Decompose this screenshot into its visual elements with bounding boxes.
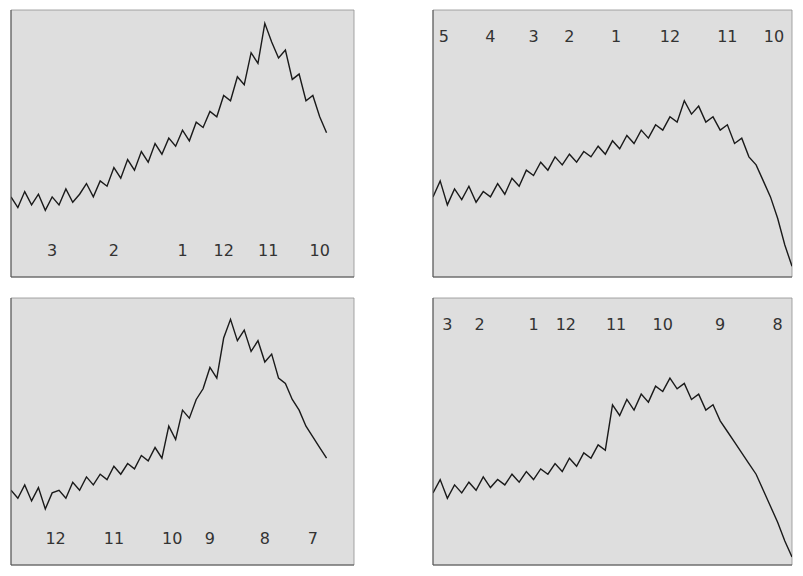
svg-text:8: 8 xyxy=(773,315,783,334)
svg-text:3: 3 xyxy=(442,315,452,334)
svg-text:1: 1 xyxy=(177,241,187,260)
svg-text:10: 10 xyxy=(310,241,330,260)
svg-text:11: 11 xyxy=(258,241,278,260)
svg-text:2: 2 xyxy=(109,241,119,260)
svg-text:4: 4 xyxy=(485,27,495,46)
svg-text:3: 3 xyxy=(528,27,538,46)
svg-text:12: 12 xyxy=(660,27,680,46)
svg-text:3: 3 xyxy=(47,241,57,260)
svg-text:12: 12 xyxy=(556,315,576,334)
svg-text:12: 12 xyxy=(213,241,233,260)
svg-text:9: 9 xyxy=(715,315,725,334)
svg-text:2: 2 xyxy=(475,315,485,334)
svg-text:8: 8 xyxy=(260,529,270,548)
svg-text:7: 7 xyxy=(308,529,318,548)
svg-text:11: 11 xyxy=(104,529,124,548)
svg-text:1: 1 xyxy=(528,315,538,334)
svg-text:10: 10 xyxy=(162,529,182,548)
svg-text:1: 1 xyxy=(611,27,621,46)
svg-text:5: 5 xyxy=(439,27,449,46)
svg-text:11: 11 xyxy=(606,315,626,334)
svg-text:10: 10 xyxy=(764,27,784,46)
svg-text:11: 11 xyxy=(717,27,737,46)
svg-text:12: 12 xyxy=(45,529,65,548)
svg-text:2: 2 xyxy=(564,27,574,46)
svg-text:10: 10 xyxy=(653,315,673,334)
svg-text:9: 9 xyxy=(205,529,215,548)
